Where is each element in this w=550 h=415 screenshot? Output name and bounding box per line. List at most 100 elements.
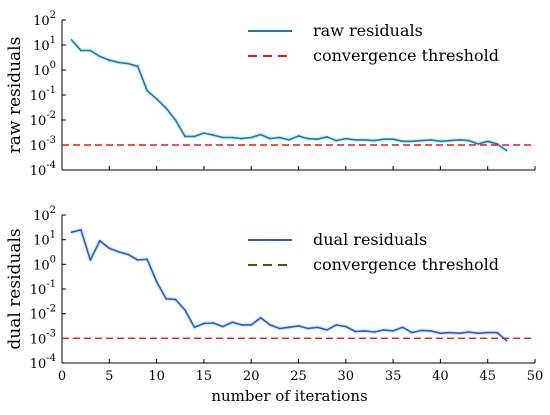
dual-residuals-point bbox=[231, 321, 234, 324]
raw-residuals-point bbox=[250, 136, 253, 139]
dual-residuals-point bbox=[108, 247, 111, 250]
raw-residuals-point bbox=[325, 136, 328, 138]
dual-residuals-point bbox=[117, 250, 120, 253]
raw-residuals-point bbox=[221, 136, 224, 139]
raw-residuals-point bbox=[307, 137, 309, 140]
raw-residuals-point bbox=[155, 97, 158, 100]
dual-residuals-point bbox=[89, 259, 92, 261]
dual-residuals-point bbox=[392, 330, 394, 332]
raw-residuals-point bbox=[477, 143, 480, 145]
raw-residuals-point bbox=[335, 139, 338, 142]
y-axis-label: raw residuals bbox=[5, 37, 25, 154]
raw-residuals-point bbox=[420, 139, 423, 142]
raw-residuals-point bbox=[231, 136, 234, 139]
y-axis-label: dual residuals bbox=[5, 228, 25, 349]
dual-residuals-point bbox=[165, 297, 167, 300]
raw-residuals-point bbox=[108, 59, 111, 61]
x-tick-label: 25 bbox=[290, 369, 307, 384]
dual-residuals-point bbox=[203, 322, 205, 325]
raw-residuals-point bbox=[259, 133, 262, 136]
raw-residuals-point bbox=[344, 137, 347, 140]
raw-residuals-point bbox=[117, 61, 120, 64]
dual-residuals-point bbox=[344, 325, 347, 328]
dual-residuals-point bbox=[448, 331, 451, 334]
raw-residuals-point bbox=[448, 139, 451, 142]
raw-residuals-point bbox=[98, 55, 101, 58]
dual-residuals-point bbox=[411, 331, 413, 334]
dual-residuals-point bbox=[80, 228, 82, 231]
raw-residuals-point bbox=[146, 89, 149, 92]
raw-residuals-panel: 102 101 100 10-1 10-2 10-3 10-4 raw residuals ra… bbox=[5, 10, 536, 179]
raw-residuals-point bbox=[184, 135, 186, 138]
dual-residuals-point bbox=[430, 330, 432, 332]
dual-residuals-point bbox=[307, 327, 309, 330]
y-tick-label: 10-2 bbox=[30, 110, 56, 129]
dual-residuals-point bbox=[174, 298, 177, 301]
raw-residuals-point bbox=[467, 139, 470, 142]
raw-residuals-point bbox=[288, 138, 290, 141]
legend-label-raw-residuals: raw residuals bbox=[313, 21, 423, 40]
raw-residuals-point bbox=[382, 138, 385, 141]
dual-residuals-point bbox=[240, 324, 243, 326]
y-tick-label: 102 bbox=[33, 205, 56, 224]
dual-residuals-point bbox=[486, 331, 489, 334]
raw-residuals-point bbox=[127, 62, 130, 65]
raw-residuals-point bbox=[269, 137, 272, 140]
y-tick-label: 10-4 bbox=[30, 353, 56, 372]
dual-residuals-panel: 102 101 100 10-1 10-2 10-3 10-40 5 10 15 20 25 30 35 4… bbox=[5, 205, 543, 405]
legend-label-dual-residuals: dual residuals bbox=[313, 230, 427, 249]
raw-residuals-point bbox=[80, 49, 82, 52]
dual-residuals-point bbox=[401, 326, 404, 329]
x-tick-label: 20 bbox=[243, 369, 260, 384]
y-tick-label: 10-3 bbox=[30, 135, 56, 154]
raw-residuals-point bbox=[411, 140, 413, 143]
raw-residuals-point bbox=[316, 138, 319, 141]
dual-residuals-point bbox=[250, 324, 253, 326]
x-tick-label: 40 bbox=[432, 369, 449, 384]
raw-residuals-point bbox=[203, 132, 205, 134]
dual-residuals-point bbox=[297, 324, 300, 327]
x-tick-label: 30 bbox=[338, 369, 355, 384]
dual-residuals-point bbox=[127, 253, 130, 256]
raw-residuals-point bbox=[278, 136, 281, 139]
dual-residuals-point bbox=[316, 326, 319, 329]
y-tick-label: 101 bbox=[33, 230, 56, 249]
legend-label-convergence-threshold: convergence threshold bbox=[313, 255, 499, 274]
x-tick-label: 0 bbox=[58, 369, 66, 384]
y-tick-label: 10-4 bbox=[30, 160, 56, 179]
x-tick-label: 35 bbox=[385, 369, 402, 384]
dual-residuals-point bbox=[420, 329, 423, 332]
dual-residuals-point bbox=[136, 259, 139, 261]
dual-residuals-point bbox=[184, 309, 186, 311]
dual-residuals-point bbox=[505, 339, 508, 342]
dual-residuals-point bbox=[363, 330, 366, 332]
dual-residuals-point bbox=[259, 316, 262, 319]
dual-residuals-point bbox=[70, 231, 73, 234]
dual-residuals-point bbox=[221, 325, 224, 328]
dual-residuals-point bbox=[439, 332, 442, 335]
x-tick-label: 45 bbox=[479, 369, 496, 384]
dual-residuals-point bbox=[335, 324, 338, 326]
raw-residuals-point bbox=[212, 134, 215, 136]
y-tick-label: 100 bbox=[33, 60, 56, 79]
x-tick-label: 5 bbox=[105, 369, 113, 384]
raw-residuals-point bbox=[439, 140, 442, 143]
raw-residuals-point bbox=[430, 138, 432, 141]
raw-residuals-point bbox=[401, 140, 404, 143]
x-tick-label: 10 bbox=[148, 369, 165, 384]
y-tick-label: 100 bbox=[33, 254, 56, 273]
y-tick-label: 10-1 bbox=[30, 85, 56, 104]
x-axis-label: number of iterations bbox=[211, 387, 367, 405]
dual-residuals-point bbox=[269, 324, 272, 326]
y-tick-label: 101 bbox=[33, 35, 56, 54]
y-tick-label: 10-3 bbox=[30, 328, 56, 347]
dual-residuals-glow bbox=[71, 227, 508, 343]
raw-residuals-point bbox=[174, 119, 177, 121]
raw-residuals-point bbox=[458, 138, 461, 141]
dual-residuals-point bbox=[146, 258, 149, 261]
dual-residuals-point bbox=[467, 331, 470, 333]
dual-residuals-point bbox=[382, 328, 385, 331]
dual-residuals-point bbox=[458, 332, 461, 335]
dual-residuals-point bbox=[288, 326, 290, 329]
